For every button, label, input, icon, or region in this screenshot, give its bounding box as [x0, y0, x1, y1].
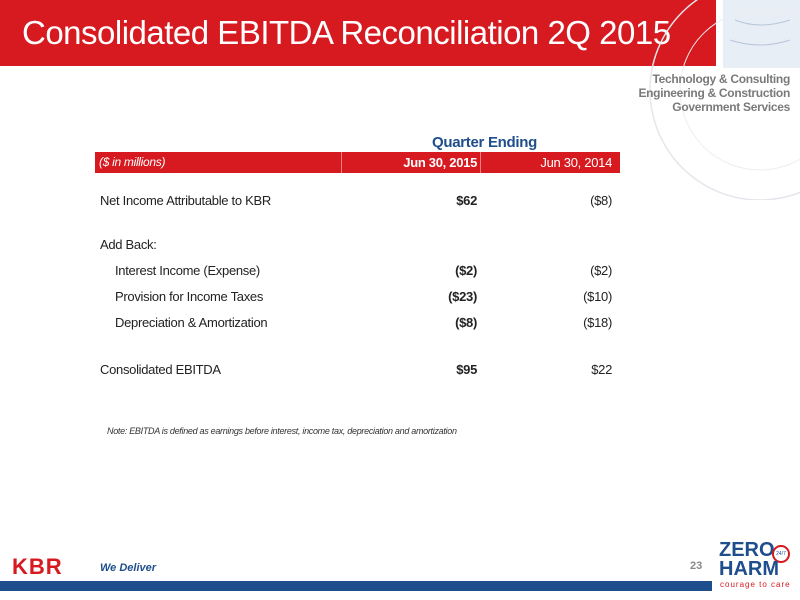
cell-value: $95	[456, 362, 477, 377]
cell-value: ($18)	[583, 315, 612, 330]
column-header: Jun 30, 2014	[540, 155, 612, 170]
row-label: Consolidated EBITDA	[100, 362, 221, 377]
cell-value: ($2)	[590, 263, 612, 278]
group-header: Quarter Ending	[432, 134, 537, 151]
row-label: Interest Income (Expense)	[115, 263, 260, 278]
badge-circle: 24/7	[772, 545, 790, 563]
cell-value: ($8)	[590, 193, 612, 208]
globe-graphic	[649, 0, 800, 200]
divider	[341, 152, 342, 173]
cell-value: ($23)	[448, 289, 477, 304]
badge-top: ZERO	[719, 539, 775, 561]
badge-tagline: courage to care	[720, 580, 791, 589]
page-number: 23	[690, 560, 703, 572]
cell-value: $22	[591, 362, 612, 377]
cell-value: ($8)	[455, 315, 477, 330]
tagline: Engineering & Construction	[638, 86, 790, 100]
row-label: Net Income Attributable to KBR	[100, 193, 271, 208]
row-label: Add Back:	[100, 237, 157, 252]
kbr-logo: KBR	[12, 554, 63, 579]
column-header: Jun 30, 2015	[403, 155, 477, 170]
cell-value: $62	[456, 193, 477, 208]
title-bar	[0, 0, 716, 66]
note: Note: EBITDA is defined as earnings befo…	[107, 426, 457, 436]
row-label: Provision for Income Taxes	[115, 289, 264, 304]
row-label: Depreciation & Amortization	[115, 315, 268, 330]
badge-bottom: HARM	[719, 558, 779, 580]
tagline: Government Services	[672, 100, 790, 114]
divider	[480, 152, 481, 173]
title: Consolidated EBITDA Reconciliation 2Q 20…	[22, 14, 671, 51]
cell-value: ($10)	[583, 289, 612, 304]
tagline: Technology & Consulting	[652, 72, 790, 86]
header-row	[95, 152, 620, 173]
footer-bar	[0, 581, 712, 591]
slogan: We Deliver	[100, 562, 157, 574]
column-header: ($ in millions)	[99, 155, 166, 169]
cell-value: ($2)	[455, 263, 477, 278]
taglines: Technology & Consulting Engineering & Co…	[638, 72, 790, 114]
